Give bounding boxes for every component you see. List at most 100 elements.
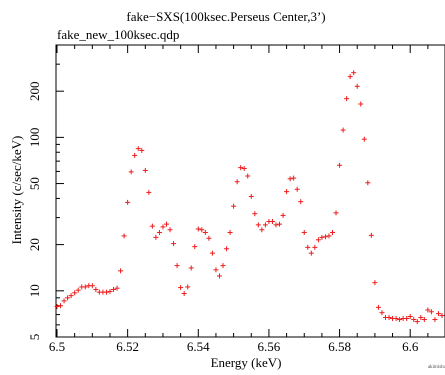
data-point [160, 224, 166, 230]
y-tick-label: 20 [27, 238, 42, 251]
data-point [142, 167, 148, 173]
data-point [333, 210, 339, 216]
y-tick-label: 200 [27, 81, 42, 101]
data-point [397, 317, 403, 323]
data-point [379, 310, 385, 316]
data-point [199, 227, 205, 233]
data-point [139, 147, 145, 153]
x-axis-label: Energy (keV) [211, 355, 282, 370]
data-point [326, 233, 332, 239]
data-point [185, 284, 191, 290]
data-point [411, 317, 417, 323]
data-point [202, 229, 208, 235]
data-point [337, 162, 343, 168]
data-point [114, 285, 120, 291]
data-point [121, 233, 127, 239]
y-tick-label: 5 [27, 334, 42, 341]
data-point [259, 227, 265, 233]
y-tick-label: 100 [27, 128, 42, 148]
data-point [245, 173, 251, 179]
data-point [68, 293, 74, 299]
credit-mark: akimisho [428, 365, 445, 370]
data-point [404, 315, 410, 321]
data-point [65, 295, 71, 301]
data-point [280, 212, 286, 218]
data-point [241, 165, 247, 171]
data-point [89, 283, 95, 289]
axis-ticks: 6.5 6.52 6.54 6.56 6.58 6.6 5 10 20 50 100 200 [27, 44, 429, 354]
data-point [61, 298, 67, 304]
x-tick-label: 6.6 [402, 339, 419, 354]
data-point [146, 189, 152, 195]
data-point [153, 234, 159, 240]
data-point [315, 237, 321, 243]
data-point [432, 317, 438, 323]
data-point [375, 304, 381, 310]
data-point [206, 235, 212, 241]
data-point [319, 234, 325, 240]
data-point [361, 136, 367, 142]
data-point [428, 309, 434, 315]
data-point [365, 180, 371, 186]
data-point [277, 221, 283, 227]
data-point [354, 83, 360, 89]
data-point [269, 218, 275, 224]
data-point [220, 263, 226, 269]
data-point [252, 211, 258, 217]
data-point [75, 287, 81, 293]
y-tick-label: 10 [27, 284, 42, 297]
data-point [330, 229, 336, 235]
data-point [418, 314, 424, 320]
data-point [163, 221, 169, 227]
data-point [248, 193, 254, 199]
data-point [181, 291, 187, 297]
data-point [224, 246, 230, 252]
data-point [386, 314, 392, 320]
data-point [351, 70, 357, 76]
data-point [393, 315, 399, 321]
data-point [227, 229, 233, 235]
data-point [322, 234, 328, 240]
data-point [414, 319, 420, 325]
data-point [171, 241, 177, 247]
data-point [58, 303, 64, 309]
data-point [213, 267, 219, 273]
data-point [209, 250, 215, 256]
data-point [192, 244, 198, 250]
data-point [178, 285, 184, 291]
plot-frame [55, 44, 445, 338]
data-point [118, 268, 124, 274]
data-point [149, 223, 155, 229]
data-point [82, 284, 88, 290]
data-point [216, 273, 222, 279]
x-tick-label: 6.5 [49, 339, 65, 354]
data-point [340, 127, 346, 133]
data-point [238, 165, 244, 171]
data-point [93, 286, 99, 292]
y-axis-label: Intensity (c/sec/keV) [9, 136, 24, 245]
data-point [284, 189, 290, 195]
data-point [294, 186, 300, 192]
data-point [234, 179, 240, 185]
data-point [103, 289, 109, 295]
data-point [425, 307, 431, 313]
data-point [298, 199, 304, 205]
x-tick-label: 6.52 [116, 339, 139, 354]
data-point [262, 222, 268, 228]
data-point [72, 290, 78, 296]
data-point [195, 226, 201, 232]
data-point [231, 203, 237, 209]
data-point [301, 229, 307, 235]
data-point [107, 288, 113, 294]
data-point [407, 314, 413, 320]
data-point [132, 152, 138, 158]
data-point [54, 304, 60, 310]
data-point [111, 286, 117, 292]
data-point [188, 265, 194, 271]
chart-title: fake−SXS(100ksec.Perseus Center,3’) [126, 9, 325, 24]
data-point [156, 229, 162, 235]
data-point [128, 169, 134, 175]
x-tick-label: 6.58 [328, 339, 351, 354]
data-point [372, 280, 378, 286]
